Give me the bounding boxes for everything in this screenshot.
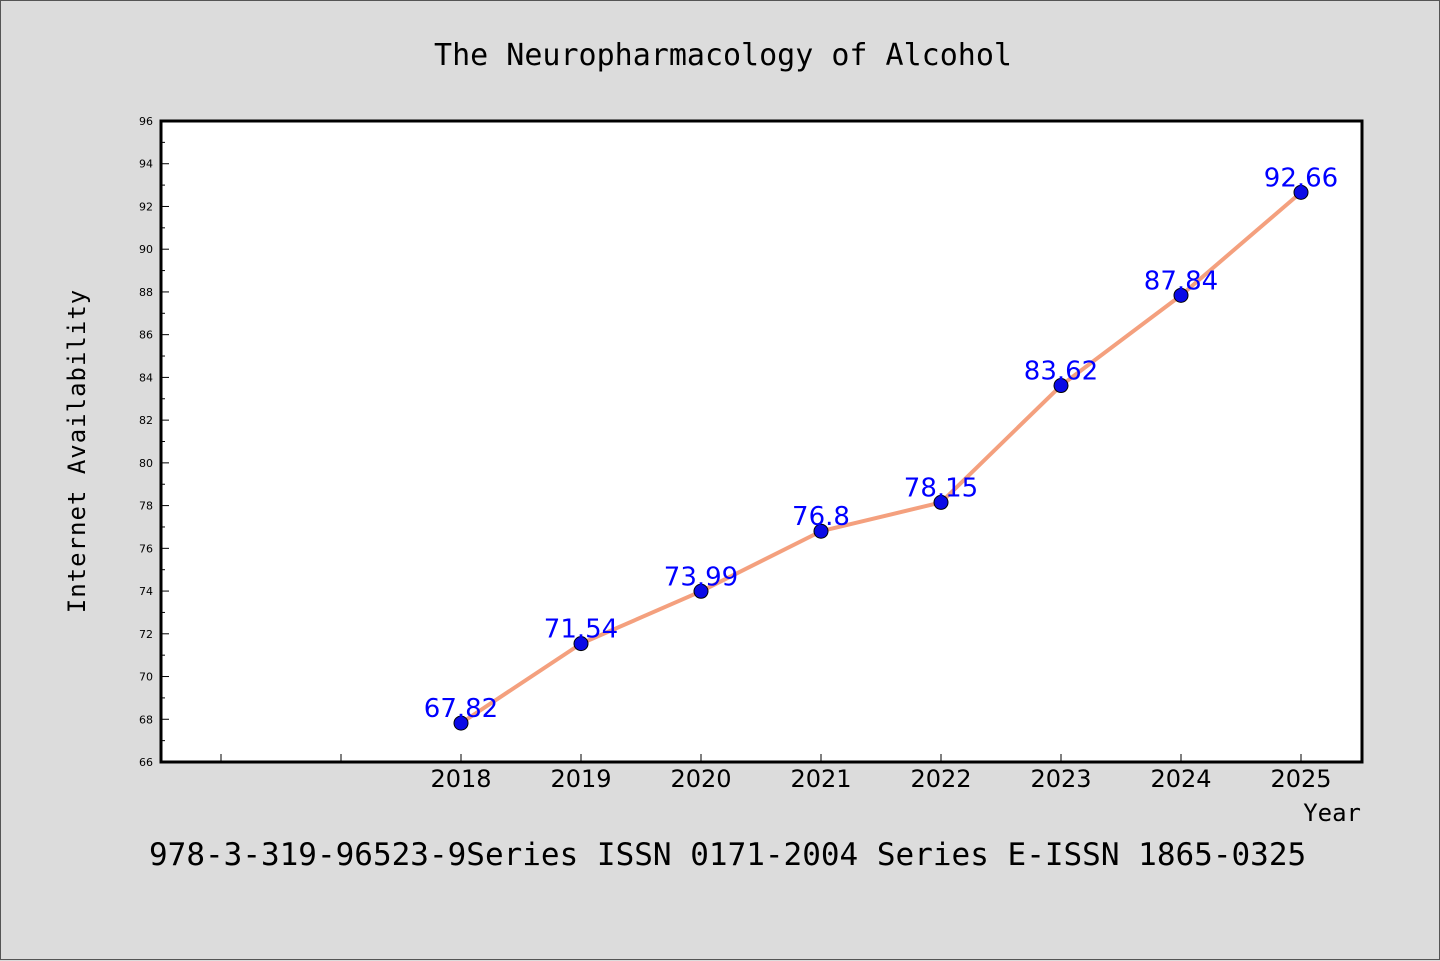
x-tick-label: 2022 xyxy=(910,765,971,793)
data-point xyxy=(1053,378,1069,394)
data-label: 87.84 xyxy=(1144,266,1218,296)
y-tick-label: 84 xyxy=(139,371,153,384)
y-tick-label: 72 xyxy=(139,628,153,641)
y-tick-label: 68 xyxy=(139,713,153,726)
y-tick-label: 80 xyxy=(139,457,153,470)
y-tick-label: 70 xyxy=(139,671,153,684)
x-tick-label: 2024 xyxy=(1150,765,1211,793)
y-tick-label: 94 xyxy=(139,158,153,171)
y-tick-label: 86 xyxy=(139,329,153,342)
x-tick-label: 2021 xyxy=(790,765,851,793)
y-tick-label: 66 xyxy=(139,756,153,769)
x-tick-label: 2023 xyxy=(1030,765,1091,793)
y-tick-label: 92 xyxy=(139,200,153,213)
data-label: 78.15 xyxy=(904,473,978,503)
y-tick-label: 78 xyxy=(139,500,153,513)
data-label: 92.66 xyxy=(1264,163,1338,193)
y-axis-label: Internet Availability xyxy=(63,289,91,613)
x-tick-label: 2020 xyxy=(670,765,731,793)
data-point xyxy=(813,523,829,539)
x-axis: 2018 2019 2020 2021 2022 2023 2024 2025 xyxy=(220,754,1332,793)
y-axis: 66 68 70 72 74 76 78 80 82 84 86 88 90 92 94 96 xyxy=(139,115,169,769)
data-label: 67.82 xyxy=(424,694,498,724)
data-labels: 67.82 71.54 73.99 76.8 78.15 83.62 87.84 92.66 xyxy=(424,163,1338,724)
data-label: 76.8 xyxy=(792,502,850,532)
x-tick-label: 2019 xyxy=(550,765,611,793)
data-point xyxy=(573,636,589,652)
y-tick-label: 90 xyxy=(139,243,153,256)
x-tick-label: 2018 xyxy=(430,765,491,793)
data-point xyxy=(1293,184,1309,200)
series-group xyxy=(453,184,1309,731)
series-line xyxy=(459,190,1303,725)
data-label: 73.99 xyxy=(664,562,738,592)
plot-area xyxy=(159,119,1364,764)
x-axis-label: Year xyxy=(1303,799,1361,827)
data-point xyxy=(453,715,469,731)
data-label: 83.62 xyxy=(1024,357,1098,387)
y-tick-label: 88 xyxy=(139,286,153,299)
data-point xyxy=(1173,287,1189,303)
data-label: 71.54 xyxy=(544,615,618,645)
chart-title: The Neuropharmacology of Alcohol xyxy=(434,38,1012,73)
y-tick-label: 74 xyxy=(139,585,153,598)
y-tick-label: 76 xyxy=(139,542,153,555)
x-tick-label: 2025 xyxy=(1270,765,1331,793)
data-point xyxy=(933,494,949,510)
footer-text: 978-3-319-96523-9Series ISSN 0171-2004 S… xyxy=(149,837,1306,873)
y-tick-label: 82 xyxy=(139,414,153,427)
y-tick-label: 96 xyxy=(139,115,153,128)
data-point xyxy=(693,583,709,599)
